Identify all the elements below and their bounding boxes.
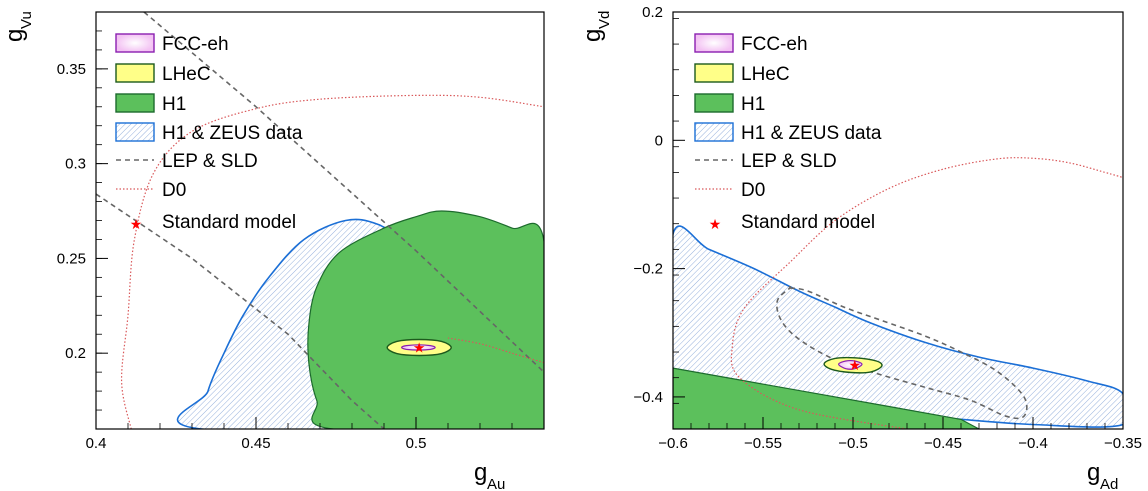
legend-label-fcc: FCC-eh [162,34,229,55]
y-tick-label: 0.2 [642,4,663,21]
legend-label-lep: LEP & SLD [162,151,258,172]
y-tick-label: 0.3 [65,156,86,173]
x-axis-label-sub: Ad [1100,476,1118,491]
left-panel: ★ 0.4 0.45 0.5 0.2 0.25 0.3 0.35 FCC-eh LHeC H… [1,11,545,491]
y-tick-label: 0 [655,132,663,149]
x-axis-label: g [474,459,487,486]
legend: FCC-eh LHeC H1 H1 & ZEUS data LEP & SLD … [115,33,303,233]
h1-region [307,210,544,429]
legend-swatch-hz [694,122,734,142]
right-panel: ★ −0.6 −0.55 −0.5 −0.45 −0.4 −0.35 −0.4 −0.2 0 0.… [579,4,1142,491]
d0-contour [730,157,1123,429]
x-tick-label: 0.5 [406,435,427,452]
legend-label-d0: D0 [741,180,765,201]
x-axis-label: g [1087,459,1100,486]
y-tick-label: 0.35 [57,61,86,78]
y-axis-label-sub: Vd [596,11,613,29]
y-tick-label: 0.2 [65,345,86,362]
legend-swatch-lhec [694,63,734,83]
legend-label-d0: D0 [162,180,186,201]
y-axis-label: g [1,29,28,42]
standard-model-marker: ★ [413,341,426,357]
legend-swatch-sm: ★ [130,217,143,233]
legend-swatch-fcc [694,33,734,53]
h1-region [673,367,980,429]
x-tick-label: −0.5 [838,435,868,452]
y-tick-label: 0.25 [57,250,86,267]
x-tick-label: −0.45 [924,435,962,452]
x-tick-label: 0.4 [86,435,107,452]
legend-label-sm: Standard model [741,212,875,233]
legend-label-h1: H1 [741,94,765,115]
y-axis-label: g [579,29,606,42]
x-tick-label: 0.45 [241,435,270,452]
plot-frame [672,11,1124,430]
x-tick-label: −0.55 [744,435,782,452]
fcc-eh-region [837,360,863,370]
legend-label-lhec: LHeC [162,64,211,85]
lep-sld-line-b [96,193,385,429]
legend-label-lep: LEP & SLD [741,151,837,172]
y-axis-label-group: g Vu [1,11,35,42]
legend-swatch-hz [115,122,155,142]
d0-contour-tail [447,337,544,364]
y-tick-label: −0.2 [633,261,663,278]
fcc-eh-region [400,344,436,351]
legend-label-h1: H1 [162,94,186,115]
legend: FCC-eh LHeC H1 H1 & ZEUS data LEP & SLD … [694,33,882,233]
standard-model-marker: ★ [849,358,862,374]
legend-swatch-h1 [694,93,734,113]
axis-ticks: 0.4 0.45 0.5 0.2 0.25 0.3 0.35 [57,30,545,452]
legend-swatch-h1 [115,93,155,113]
legend-label-hz: H1 & ZEUS data [162,123,303,144]
legend-label-sm: Standard model [162,212,296,233]
x-axis-label-sub: Au [487,476,505,491]
lep-sld-contour [776,285,1028,420]
lep-sld-line-a [143,12,544,373]
x-tick-label: −0.4 [1018,435,1048,452]
legend-swatch-lhec [115,63,155,83]
y-axis-label-sub: Vu [18,11,35,29]
legend-label-lhec: LHeC [741,64,790,85]
legend-swatch-fcc [115,33,155,53]
legend-swatch-sm: ★ [709,217,722,233]
x-tick-label: −0.6 [658,435,688,452]
legend-label-hz: H1 & ZEUS data [741,123,882,144]
legend-label-fcc: FCC-eh [741,34,808,55]
y-axis-label-group: g Vd [579,11,613,42]
x-tick-label: −0.35 [1104,435,1142,452]
axis-ticks: −0.6 −0.55 −0.5 −0.45 −0.4 −0.35 −0.4 −0.2 0 0.2 [633,4,1142,452]
y-tick-label: −0.4 [633,389,663,406]
